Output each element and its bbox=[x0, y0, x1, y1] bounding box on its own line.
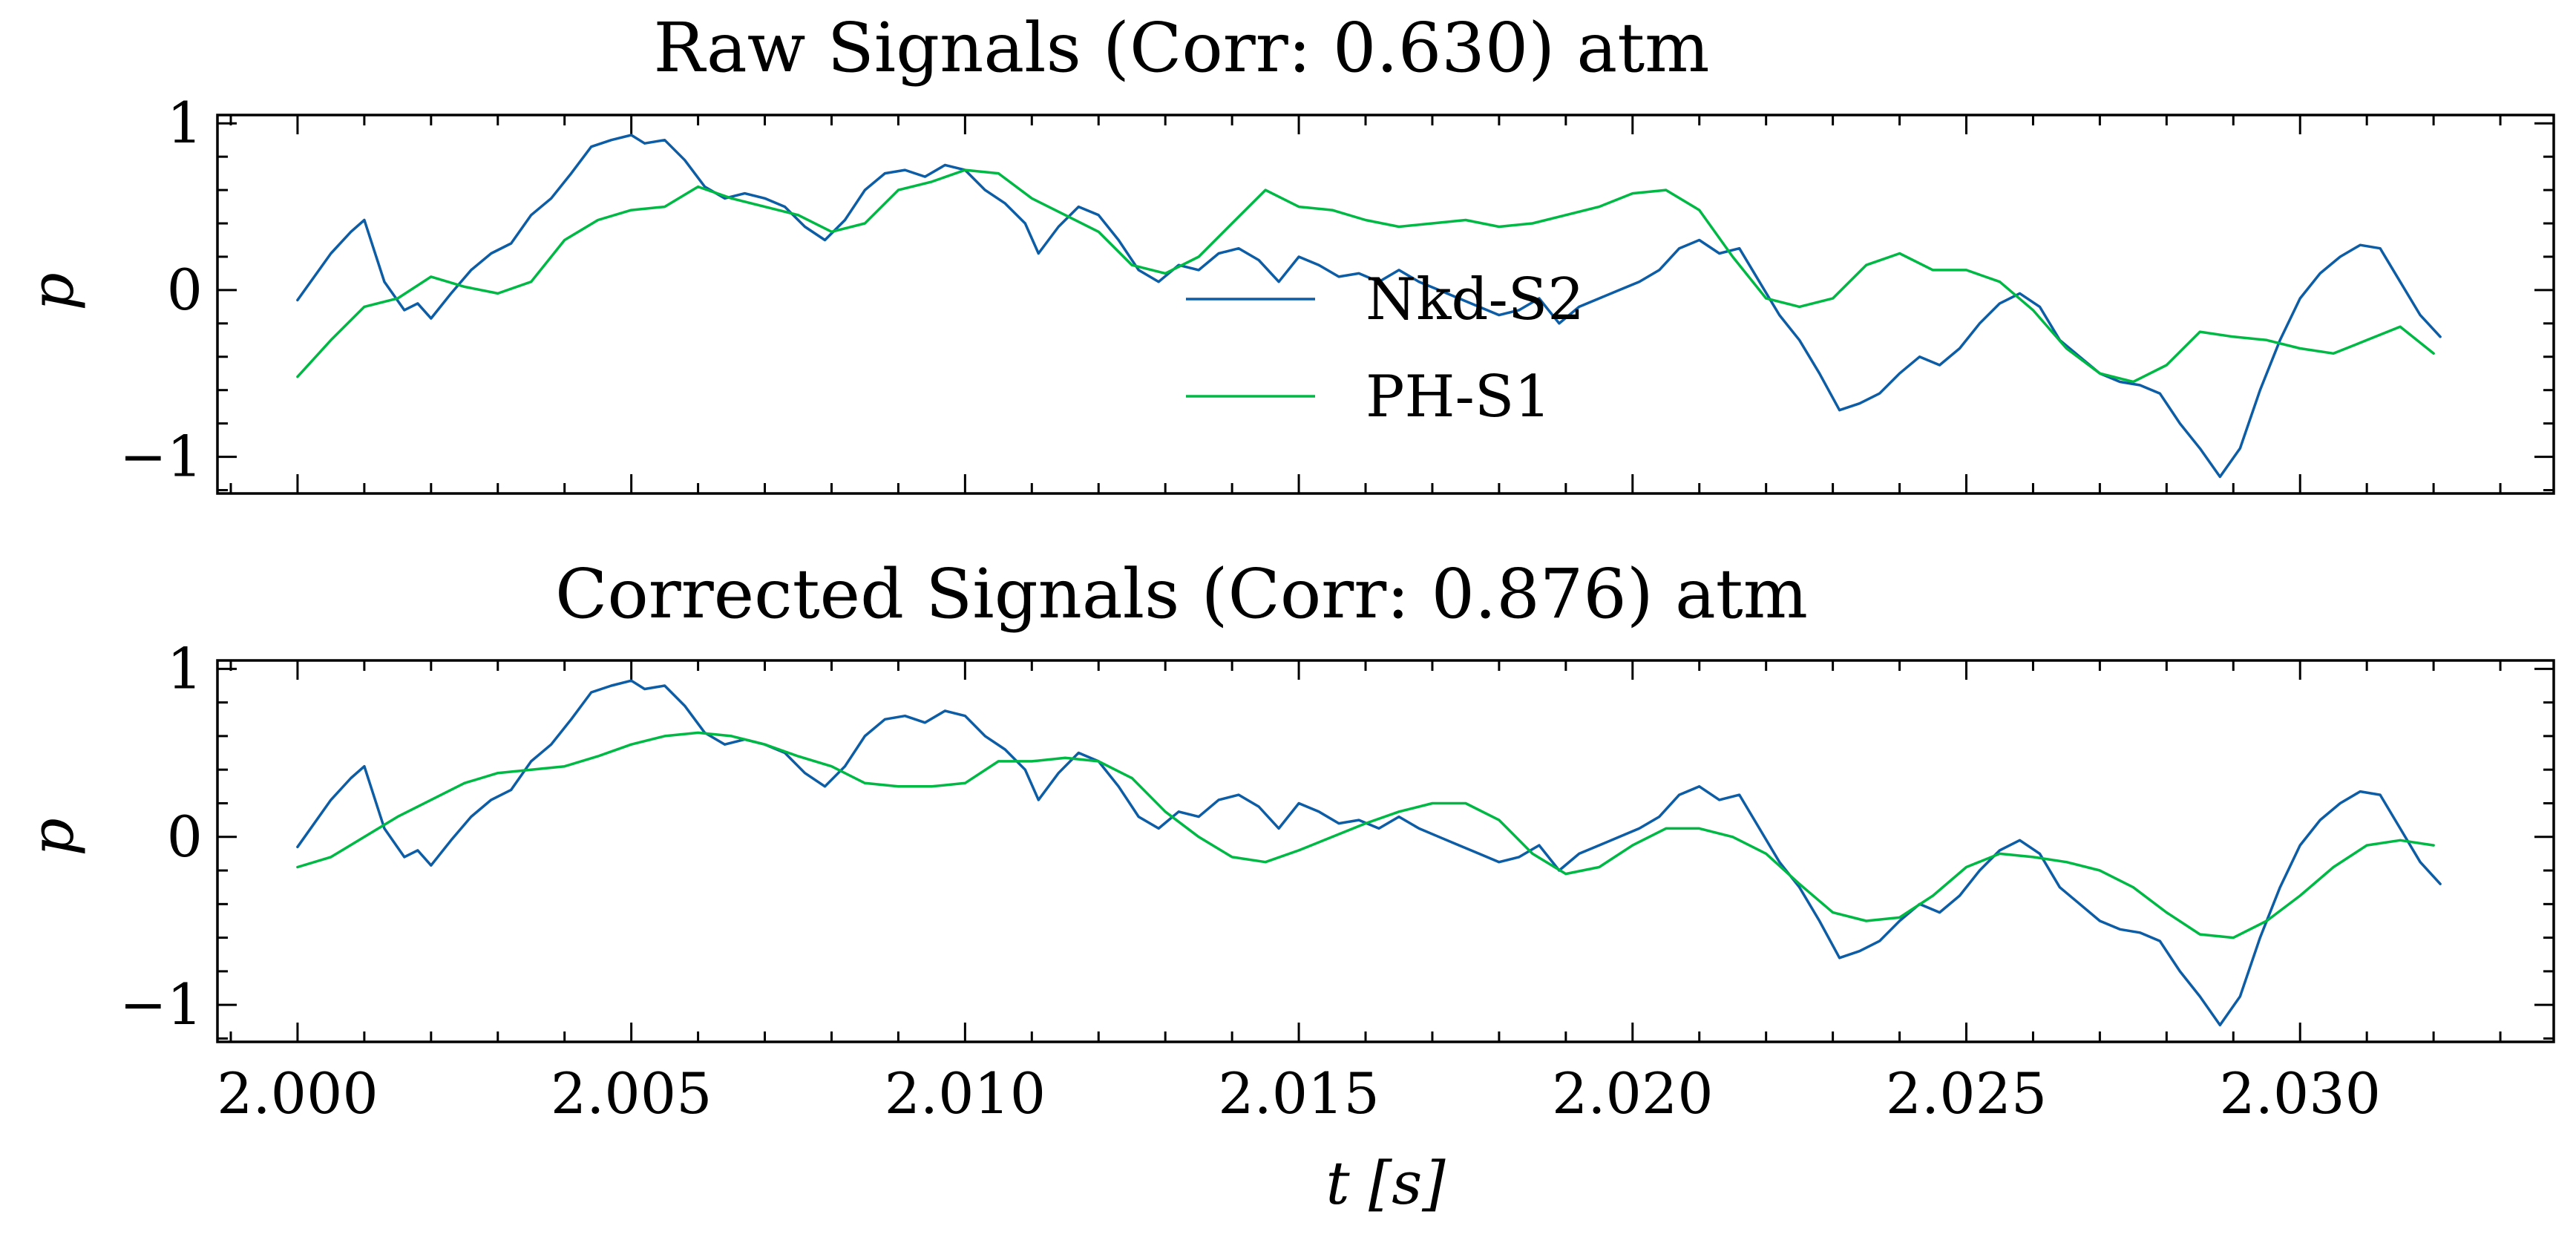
corrected-xtick-label: 2.000 bbox=[217, 1060, 378, 1126]
corrected-xtick-label: 2.025 bbox=[1886, 1060, 2048, 1126]
raw-ytick-label: 1 bbox=[167, 90, 203, 156]
legend-label-nkd-s2: Nkd-S2 bbox=[1366, 266, 1584, 333]
corrected-ytick-label: −1 bbox=[119, 971, 203, 1037]
corrected-xtick-label: 2.005 bbox=[551, 1060, 712, 1126]
corrected-panel-title: Corrected Signals (Corr: 0.876) atm bbox=[555, 554, 1808, 634]
corrected-xtick-label: 2.010 bbox=[885, 1060, 1046, 1126]
raw-panel-ylabel: p bbox=[18, 272, 87, 310]
raw-panel-title: Raw Signals (Corr: 0.630) atm bbox=[654, 8, 1710, 88]
raw-panel-ticks: 1 0 −1 bbox=[119, 90, 2554, 493]
corrected-panel-frame bbox=[216, 659, 2555, 1043]
raw-series-ph-s1 bbox=[296, 168, 2435, 384]
corrected-xtick-label: 2.015 bbox=[1218, 1060, 1380, 1126]
corrected-panel-series bbox=[296, 679, 2442, 1027]
corrected-signals-panel: Corrected Signals (Corr: 0.876) atm p 2.… bbox=[18, 554, 2555, 1218]
raw-panel-frame bbox=[216, 114, 2555, 495]
corrected-series-ph-s1 bbox=[296, 731, 2435, 939]
corrected-xtick-label: 2.030 bbox=[2219, 1060, 2381, 1126]
corrected-ytick-label: 0 bbox=[167, 804, 203, 870]
raw-ytick-label: 0 bbox=[167, 257, 203, 323]
raw-signals-panel: Raw Signals (Corr: 0.630) atm p 1 0 −1 Nkd… bbox=[18, 8, 2555, 495]
corrected-panel-ticks: 2.000 2.005 2.010 2.015 2.020 2.025 2.030 1 0 −1 bbox=[119, 635, 2554, 1126]
legend-label-ph-s1: PH-S1 bbox=[1366, 364, 1551, 430]
corrected-xtick-label: 2.020 bbox=[1552, 1060, 1714, 1126]
corrected-series-nkd-s2 bbox=[296, 679, 2442, 1027]
corrected-panel-xlabel: t [s] bbox=[1325, 1149, 1446, 1218]
raw-panel-series bbox=[296, 134, 2442, 479]
raw-ytick-label: −1 bbox=[119, 424, 203, 490]
legend: Nkd-S2 PH-S1 bbox=[1186, 266, 1584, 430]
corrected-panel-ylabel: p bbox=[18, 818, 87, 856]
corrected-ytick-label: 1 bbox=[167, 635, 203, 701]
